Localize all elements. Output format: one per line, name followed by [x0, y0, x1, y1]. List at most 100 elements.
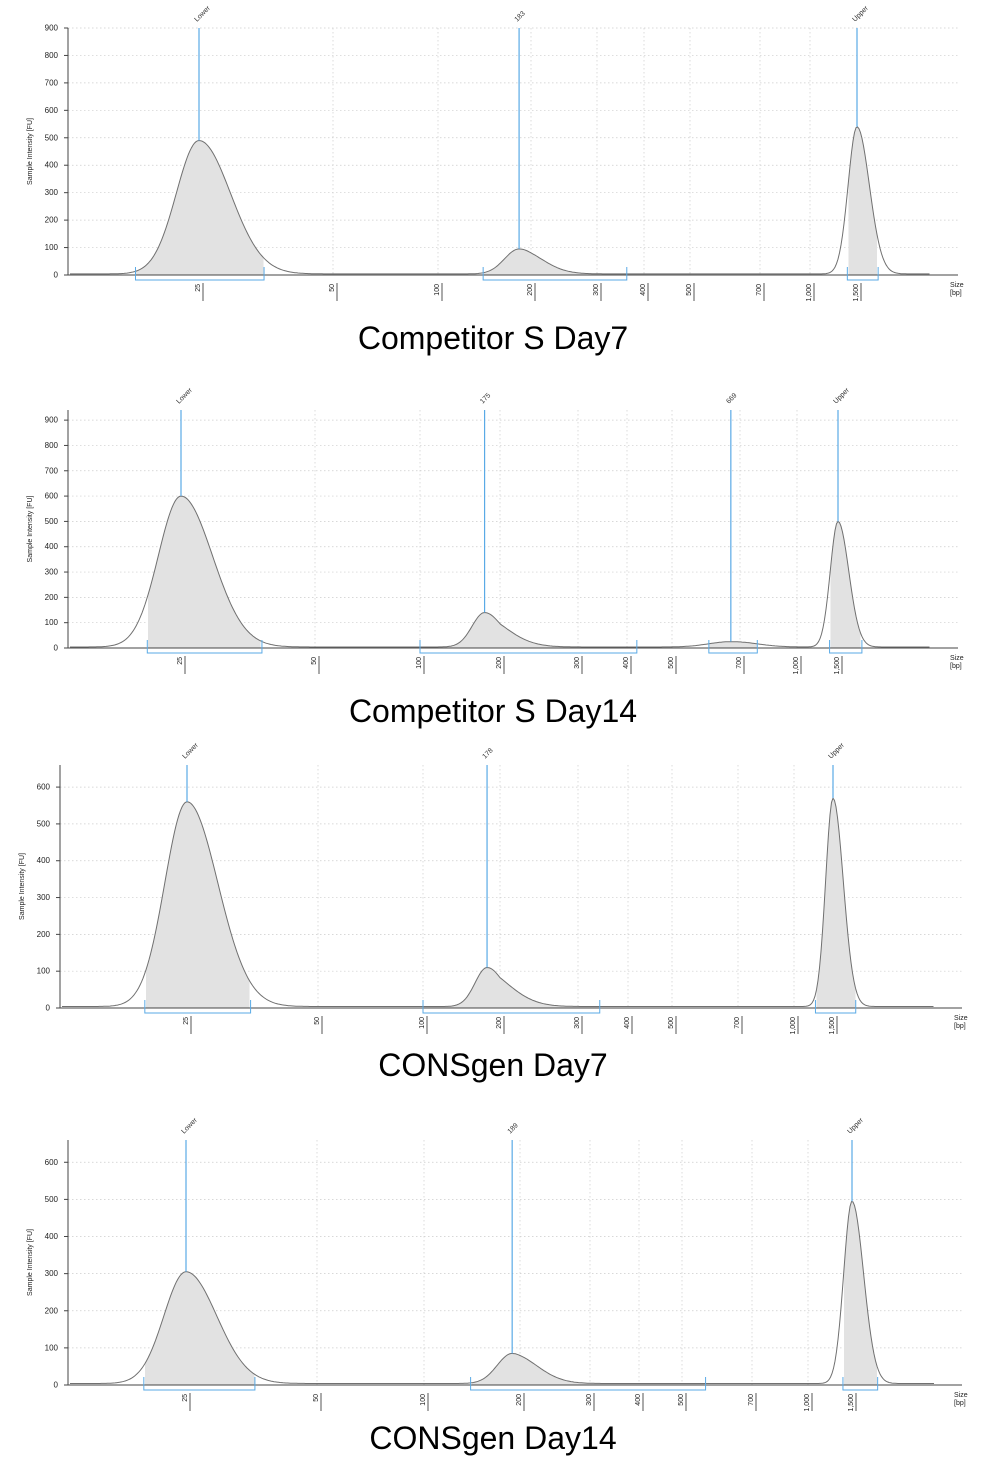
- x-tick-label: 1,500: [834, 657, 841, 675]
- peak-marker-label: Upper: [832, 387, 851, 406]
- y-tick-label: 900: [45, 416, 59, 425]
- electropherogram-chart-4: 0 100 200 300 400 500 600 Sample Intensity [FU]…: [27, 1117, 968, 1412]
- x-tick-label: 50: [313, 1394, 320, 1402]
- y-tick-label: 200: [45, 1306, 59, 1315]
- peak-area: [830, 521, 861, 648]
- y-tick-label: 0: [54, 1381, 59, 1390]
- x-tick-label: 50: [311, 657, 318, 665]
- y-tick-label: 700: [45, 466, 59, 475]
- peak-marker-label: Upper: [846, 1117, 865, 1136]
- y-tick-label: 100: [45, 618, 59, 627]
- x-tick-label: 25: [195, 284, 202, 292]
- x-tick-label: 200: [527, 284, 534, 296]
- region-bracket: [143, 1377, 256, 1391]
- region-bracket: [144, 1000, 252, 1014]
- y-tick-label: 500: [45, 517, 59, 526]
- region-bracket: [482, 267, 628, 281]
- trace-line: [70, 1201, 934, 1384]
- y-tick-label: 0: [54, 644, 59, 653]
- region-bracket: [708, 640, 758, 654]
- x-tick-label: 300: [574, 1017, 581, 1029]
- x-axis-label: Size: [950, 282, 964, 289]
- x-axis-label: Size: [954, 1392, 968, 1399]
- electropherogram-panel-3: 0 100 200 300 400 500 600 Sample Intensity [FU]…: [0, 740, 986, 1090]
- y-tick-label: 100: [45, 1343, 59, 1352]
- y-tick-label: 300: [37, 893, 51, 902]
- x-tick-label: 400: [623, 657, 630, 669]
- peak-area: [146, 801, 250, 1008]
- y-tick-label: 200: [45, 593, 59, 602]
- region-bracket: [842, 1377, 879, 1391]
- trace-line: [70, 495, 930, 648]
- x-tick-label: 400: [635, 1394, 642, 1406]
- region-bracket: [134, 267, 265, 281]
- y-tick-label: 500: [37, 819, 51, 828]
- peak-marker-label: 189: [507, 1122, 520, 1135]
- x-tick-label: 100: [434, 284, 441, 296]
- peak-area: [709, 641, 757, 648]
- x-tick-label: 400: [640, 284, 647, 296]
- peak-area: [472, 1353, 705, 1385]
- y-axis-label: Sample Intensity [FU]: [19, 853, 26, 920]
- y-tick-label: 900: [45, 24, 59, 33]
- chart-caption: Competitor S Day7: [357, 320, 629, 356]
- x-tick-label: 700: [734, 1017, 741, 1029]
- electropherogram-chart-1: 0 100 200 300 400 500 600 700 800 900 Sample Inten…: [27, 5, 964, 302]
- peak-marker-label: Lower: [181, 742, 200, 761]
- trace-line: [70, 126, 930, 275]
- y-tick-label: 300: [45, 188, 59, 197]
- x-tick-label: 25: [183, 1017, 190, 1025]
- y-tick-label: 0: [46, 1004, 51, 1013]
- peak-marker-label: 669: [725, 392, 738, 405]
- y-tick-label: 500: [45, 1195, 59, 1204]
- y-tick-label: 500: [45, 133, 59, 142]
- peak-marker-label: Lower: [180, 1117, 199, 1136]
- y-tick-label: 400: [45, 1232, 59, 1241]
- peak-area: [844, 1201, 877, 1385]
- chart-caption: CONSgen Day14: [369, 1420, 617, 1456]
- x-tick-label: 500: [686, 284, 693, 296]
- y-tick-label: 700: [45, 78, 59, 87]
- x-tick-label: 100: [419, 1017, 426, 1029]
- x-tick-label: 50: [329, 284, 336, 292]
- x-tick-label: 300: [586, 1394, 593, 1406]
- region-bracket: [470, 1377, 707, 1391]
- y-axis-label: Sample Intensity [FU]: [27, 495, 34, 562]
- y-tick-label: 200: [37, 930, 51, 939]
- peak-area: [145, 1271, 255, 1385]
- peak-marker-label: Lower: [175, 387, 194, 406]
- peak-area: [816, 798, 856, 1008]
- peak-area: [421, 612, 636, 648]
- y-tick-label: 600: [37, 783, 51, 792]
- electropherogram-chart-3: 0 100 200 300 400 500 600 Sample Intensity [FU]…: [19, 742, 968, 1035]
- x-tick-label: 100: [416, 657, 423, 669]
- x-axis-label: Size: [954, 1015, 968, 1022]
- y-tick-label: 400: [45, 161, 59, 170]
- x-tick-label: 500: [668, 657, 675, 669]
- x-tick-label: 200: [516, 1394, 523, 1406]
- region-bracket: [146, 640, 263, 654]
- x-tick-label: 1,500: [829, 1017, 836, 1035]
- x-tick-label: 1,500: [848, 1394, 855, 1412]
- x-tick-label: 1,000: [790, 1017, 797, 1035]
- x-tick-label: 25: [177, 657, 184, 665]
- x-axis-label: [bp]: [950, 663, 962, 670]
- x-tick-label: 25: [182, 1394, 189, 1402]
- x-axis-label: Size: [950, 655, 964, 662]
- x-tick-label: 700: [736, 657, 743, 669]
- x-tick-label: 1,000: [806, 284, 813, 302]
- y-tick-label: 200: [45, 216, 59, 225]
- x-tick-label: 500: [678, 1394, 685, 1406]
- y-tick-label: 100: [45, 243, 59, 252]
- electropherogram-chart-2: 0 100 200 300 400 500 600 700 800 900 Sample Inten…: [27, 387, 964, 675]
- peak-area: [148, 496, 261, 648]
- region-bracket: [846, 267, 879, 281]
- y-tick-label: 600: [45, 492, 59, 501]
- x-tick-label: 1,500: [853, 284, 860, 302]
- x-tick-label: 200: [496, 1017, 503, 1029]
- x-tick-label: 1,000: [804, 1394, 811, 1412]
- y-tick-label: 800: [45, 441, 59, 450]
- peak-marker-label: 175: [479, 392, 492, 405]
- region-bracket: [422, 1000, 601, 1014]
- peak-area: [848, 126, 877, 276]
